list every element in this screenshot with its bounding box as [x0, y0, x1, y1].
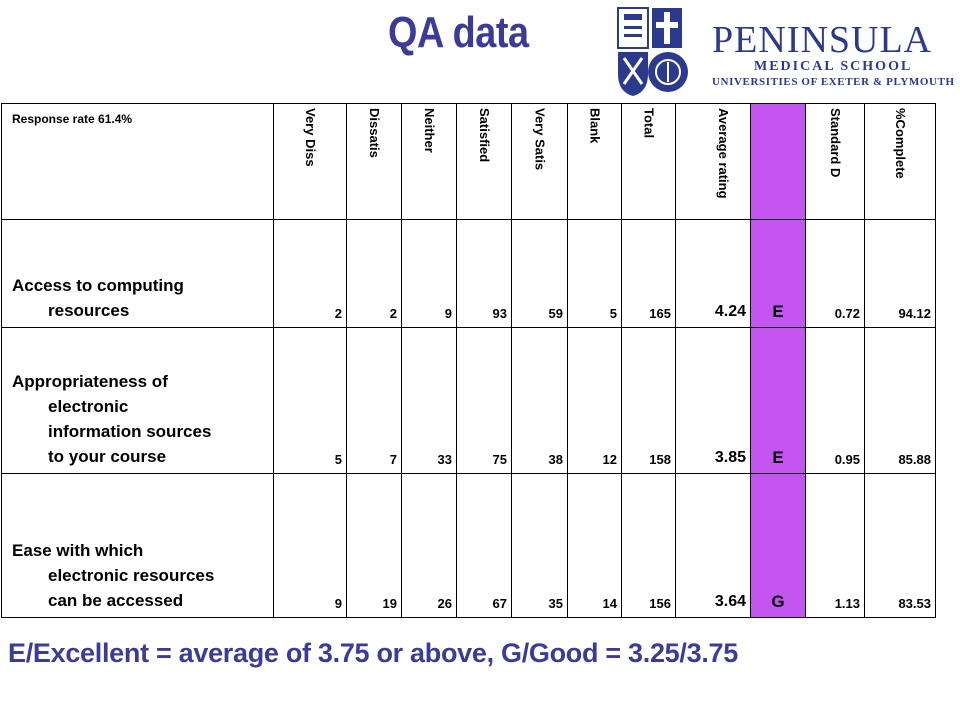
cell-dissatis: 19 — [346, 473, 402, 618]
cell-total: 165 — [621, 219, 676, 328]
cell-grade: E — [750, 219, 806, 328]
cell-complete: 85.88 — [864, 327, 936, 474]
cell-complete: 83.53 — [864, 473, 936, 618]
cell-very-diss: 2 — [273, 219, 347, 328]
col-header-average-rating: Average rating — [675, 103, 751, 220]
cell-blank: 5 — [567, 219, 622, 328]
cell-neither: 26 — [401, 473, 457, 618]
logo-universities: UNIVERSITIES OF EXETER & PLYMOUTH — [712, 76, 955, 88]
cell-total: 158 — [621, 327, 676, 474]
qa-table: Response rate 61.4% Very Diss Dissatis N… — [1, 103, 936, 618]
cell-very-diss: 5 — [273, 327, 347, 474]
cell-std: 0.95 — [805, 327, 865, 474]
cell-very-satis: 35 — [511, 473, 568, 618]
crest-icon — [617, 7, 688, 96]
cell-average: 4.24 — [675, 219, 751, 328]
col-header-complete: %Complete — [864, 103, 936, 220]
cell-std: 0.72 — [805, 219, 865, 328]
col-header-grade — [750, 103, 806, 220]
col-header-very-satis: Very Satis — [511, 103, 568, 220]
table-row: Appropriateness of electronic information … — [1, 327, 936, 474]
grading-legend: E/Excellent = average of 3.75 or above, … — [8, 638, 738, 668]
row-label: Access to computing resources — [1, 219, 274, 328]
cell-grade: G — [750, 473, 806, 618]
table-row: Ease with which electronic resources can b… — [1, 473, 936, 618]
header-row: Response rate 61.4% Very Diss Dissatis N… — [1, 103, 936, 220]
col-header-very-diss: Very Diss — [273, 103, 347, 220]
logo-name: PENINSULA — [712, 19, 933, 61]
col-header-standard-d: Standard D — [805, 103, 865, 220]
cell-blank: 12 — [567, 327, 622, 474]
logo-subtitle: MEDICAL SCHOOL — [754, 59, 913, 74]
cell-neither: 33 — [401, 327, 457, 474]
cell-satisfied: 67 — [456, 473, 512, 618]
cell-dissatis: 2 — [346, 219, 402, 328]
cell-total: 156 — [621, 473, 676, 618]
cell-average: 3.64 — [675, 473, 751, 618]
col-header-satisfied: Satisfied — [456, 103, 512, 220]
cell-satisfied: 93 — [456, 219, 512, 328]
col-header-blank: Blank — [567, 103, 622, 220]
col-header-total: Total — [621, 103, 676, 220]
cell-satisfied: 75 — [456, 327, 512, 474]
cell-average: 3.85 — [675, 327, 751, 474]
response-rate: Response rate 61.4% — [1, 103, 274, 220]
peninsula-medical-school-logo: PENINSULA MEDICAL SCHOOL UNIVERSITIES OF… — [612, 4, 955, 100]
cell-complete: 94.12 — [864, 219, 936, 328]
cell-std: 1.13 — [805, 473, 865, 618]
cell-very-diss: 9 — [273, 473, 347, 618]
row-label: Ease with which electronic resources can b… — [1, 473, 274, 618]
row-label: Appropriateness of electronic information … — [1, 327, 274, 474]
cell-very-satis: 59 — [511, 219, 568, 328]
col-header-neither: Neither — [401, 103, 457, 220]
col-header-dissatis: Dissatis — [346, 103, 402, 220]
cell-blank: 14 — [567, 473, 622, 618]
cell-neither: 9 — [401, 219, 457, 328]
page-title: QA data — [388, 8, 529, 57]
table-row: Access to computing resources 2 2 9 93 59… — [1, 219, 936, 328]
cell-dissatis: 7 — [346, 327, 402, 474]
cell-grade: E — [750, 327, 806, 474]
cell-very-satis: 38 — [511, 327, 568, 474]
